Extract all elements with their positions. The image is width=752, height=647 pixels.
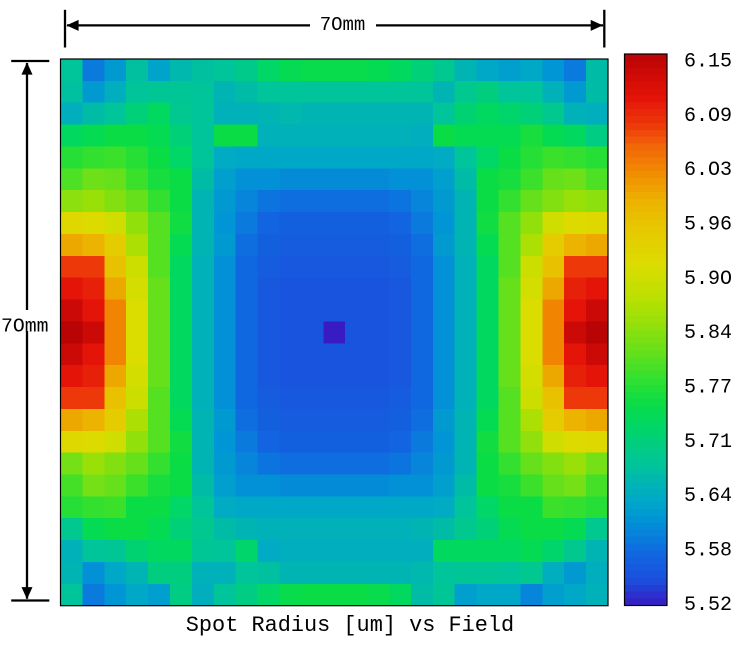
svg-text:5.84: 5.84 xyxy=(684,322,732,345)
svg-text:6.15: 6.15 xyxy=(684,50,732,73)
svg-text:5.71: 5.71 xyxy=(684,431,732,454)
svg-text:5.9O: 5.9O xyxy=(684,268,732,291)
svg-text:5.77: 5.77 xyxy=(684,377,732,400)
svg-text:6.O3: 6.O3 xyxy=(684,159,732,182)
svg-text:5.64: 5.64 xyxy=(684,485,732,508)
svg-text:5.52: 5.52 xyxy=(684,594,732,617)
svg-text:6.O9: 6.O9 xyxy=(684,105,732,128)
svg-text:7Omm: 7Omm xyxy=(1,316,48,338)
svg-text:Spot Radius [um] vs Field: Spot Radius [um] vs Field xyxy=(186,613,514,638)
svg-text:5.96: 5.96 xyxy=(684,213,732,236)
svg-text:7Omm: 7Omm xyxy=(320,14,366,36)
svg-text:5.58: 5.58 xyxy=(684,540,732,563)
